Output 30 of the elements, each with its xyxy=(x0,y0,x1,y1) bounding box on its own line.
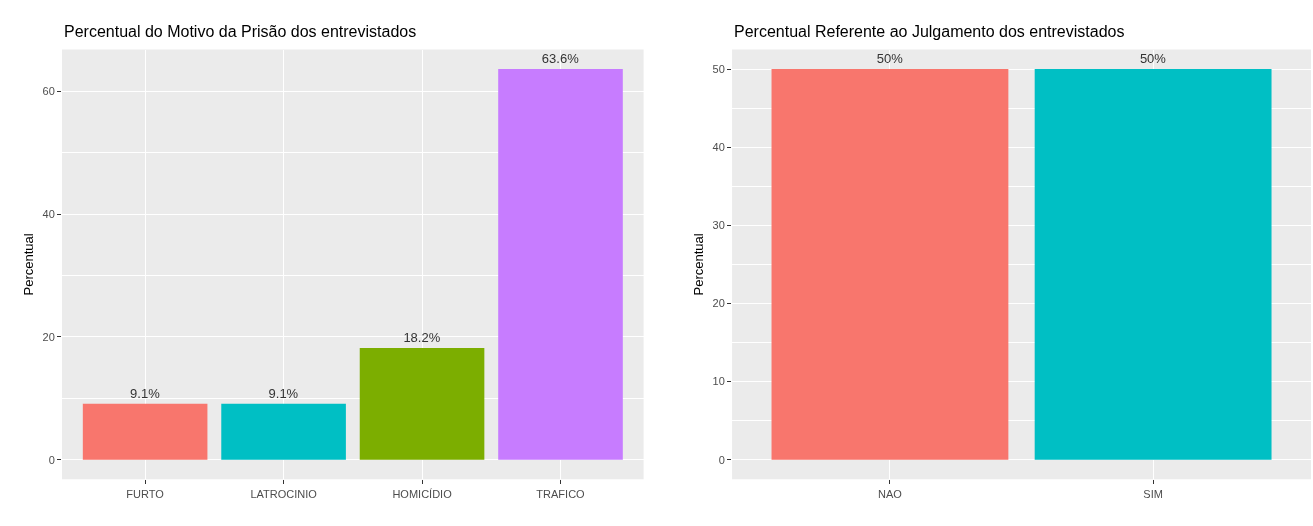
bar xyxy=(82,403,208,460)
y-tick-label: 40 xyxy=(42,207,55,220)
x-tick-label: TRAFICO xyxy=(536,487,586,500)
x-tick-label: FURTO xyxy=(126,487,165,500)
data-label: 50% xyxy=(1139,51,1167,67)
y-tick-label: 0 xyxy=(48,453,55,466)
x-tick-label: SIM xyxy=(1143,487,1163,500)
chart-title: Percentual Referente ao Julgamento dos entrevistados xyxy=(734,23,1125,40)
y-tick-label: 0 xyxy=(718,453,725,466)
x-tick-label: LATROCINIO xyxy=(250,487,318,500)
data-label: 63.6% xyxy=(541,51,580,67)
y-tick-label: 10 xyxy=(712,375,725,388)
y-tick-label: 30 xyxy=(712,219,725,232)
y-tick-label: 20 xyxy=(712,297,725,310)
chart-title: Percentual do Motivo da Prisão dos entrevistados xyxy=(64,23,417,40)
y-tick-label: 40 xyxy=(712,141,725,154)
x-tick-label: HOMICÍDIO xyxy=(392,487,453,500)
y-tick-label: 50 xyxy=(712,62,725,75)
y-axis-title: Percentual xyxy=(20,233,36,296)
x-tick-label: NAO xyxy=(878,487,903,500)
y-tick-label: 20 xyxy=(42,330,55,343)
data-label: 50% xyxy=(876,51,904,67)
bar xyxy=(498,69,623,460)
y-tick-label: 60 xyxy=(42,85,55,98)
data-label: 9.1% xyxy=(268,385,299,401)
y-axis-title: Percentual xyxy=(690,233,706,296)
data-label: 18.2% xyxy=(403,329,441,345)
bar xyxy=(221,403,346,460)
data-label: 9.1% xyxy=(130,385,161,401)
bar xyxy=(359,347,485,460)
